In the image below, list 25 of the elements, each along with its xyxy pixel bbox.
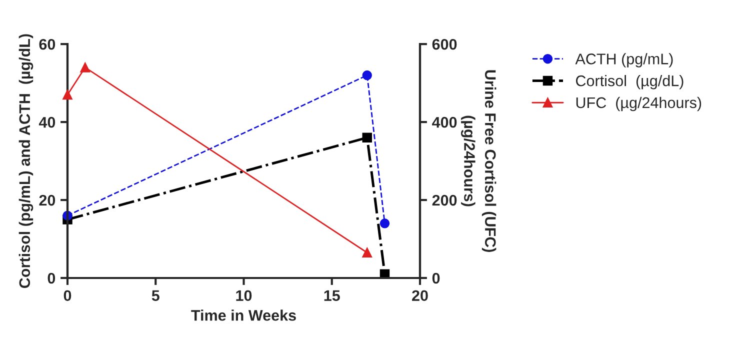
legend-label: Cortisol (µg/dL): [576, 75, 684, 90]
point: [362, 132, 372, 142]
y2-tick-label: 600: [432, 38, 457, 50]
x-tick-label: 5: [152, 290, 160, 302]
y-tick-label: 60: [39, 38, 56, 50]
x-tick-label: 0: [64, 290, 72, 302]
y-tick-label: 0: [48, 272, 56, 284]
x-tick-label: 10: [236, 290, 252, 302]
y2-tick-label: 200: [432, 194, 457, 206]
x-tick-label: 20: [412, 290, 428, 302]
legend-label: UFC (µg/24hours): [576, 96, 702, 112]
point: [80, 62, 90, 72]
y2-axis-title: Urine Free Cortisol (UFC) (µg/24hours): [460, 70, 496, 252]
y2-tick-label: 400: [432, 116, 457, 128]
x-tick-label: 15: [324, 290, 340, 302]
y2-tick-label: 0: [432, 272, 440, 284]
point: [380, 218, 390, 228]
y-axis-title: Cortisol (pg/mL) and ACTH (µg/dL): [18, 34, 34, 288]
legend-label: ACTH (pg/mL): [575, 53, 673, 68]
point: [362, 248, 372, 258]
y-tick-label: 40: [38, 116, 56, 128]
y-tick-label: 20: [39, 194, 56, 206]
point: [362, 70, 372, 80]
x-axis-title: Time in Weeks: [191, 310, 296, 321]
point: [62, 90, 72, 100]
